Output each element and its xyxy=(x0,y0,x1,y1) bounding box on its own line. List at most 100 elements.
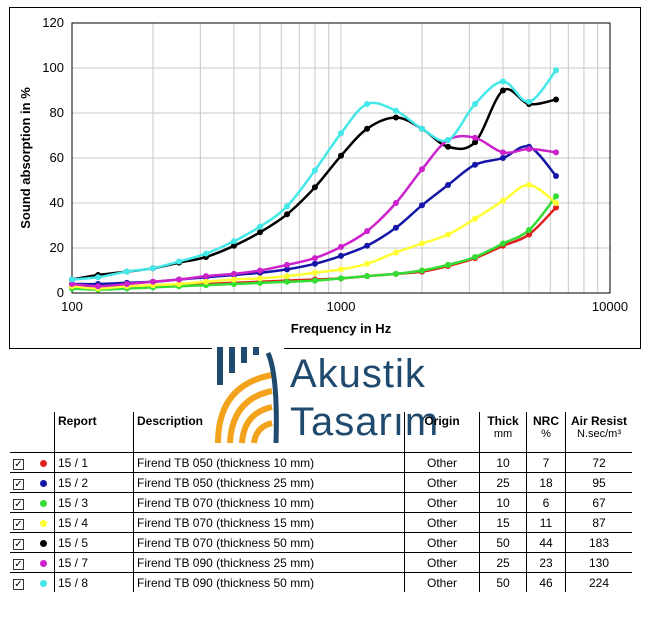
table-row: ✓ 15 / 1 Firend TB 050 (thickness 10 mm) Ot… xyxy=(10,452,632,473)
row-checkbox[interactable]: ✓ xyxy=(13,458,24,470)
air-resist-cell: 95 xyxy=(565,472,632,493)
table-header-row: Report Description Origin Thick mm NRC% A… xyxy=(10,412,632,453)
data-point xyxy=(311,269,318,276)
nrc-cell: 23 xyxy=(526,552,566,573)
series-color-swatch xyxy=(39,579,47,587)
data-point xyxy=(418,267,425,274)
report-cell: 15 / 3 xyxy=(54,492,134,513)
air-resist-cell: 72 xyxy=(565,452,632,473)
nrc-cell: 6 xyxy=(526,492,566,513)
thick-cell: 25 xyxy=(479,552,527,573)
header-description: Description xyxy=(133,412,405,453)
data-point xyxy=(445,137,452,143)
data-point xyxy=(95,274,102,281)
data-point xyxy=(338,243,344,250)
data-point xyxy=(311,255,318,262)
chart-frame: 0 20 40 60 80 100 120 100 1000 10000 Frequency in… xyxy=(9,7,641,349)
data-point xyxy=(257,279,264,286)
checkbox-cell[interactable]: ✓ xyxy=(10,532,32,553)
table-row: ✓ 15 / 5 Firend TB 070 (thickness 50 mm) Ot… xyxy=(10,532,632,553)
data-point xyxy=(338,130,344,137)
checkbox-cell[interactable]: ✓ xyxy=(10,452,32,473)
data-point xyxy=(364,101,371,107)
description-cell: Firend TB 090 (thickness 25 mm) xyxy=(133,552,405,573)
origin-cell: Other xyxy=(404,472,480,493)
data-point xyxy=(526,98,533,105)
header-air-unit: N.sec/m³ xyxy=(577,428,621,440)
data-point xyxy=(499,240,506,247)
data-point xyxy=(364,228,371,235)
checkbox-cell[interactable]: ✓ xyxy=(10,512,32,533)
data-point xyxy=(392,249,399,256)
nrc-cell: 18 xyxy=(526,472,566,493)
data-point xyxy=(445,231,452,238)
row-checkbox[interactable]: ✓ xyxy=(13,578,24,590)
report-cell: 15 / 1 xyxy=(54,452,134,473)
data-point xyxy=(284,273,291,280)
data-point xyxy=(338,275,344,282)
data-point xyxy=(176,258,183,265)
x-tick-label: 100 xyxy=(61,299,83,314)
x-tick-label: 1000 xyxy=(327,299,356,314)
data-point xyxy=(257,275,264,282)
checkbox-cell[interactable]: ✓ xyxy=(10,552,32,573)
data-point xyxy=(203,250,210,257)
header-origin-label: Origin xyxy=(424,414,460,428)
data-point xyxy=(472,139,479,146)
data-point xyxy=(445,261,452,268)
data-point xyxy=(526,231,533,238)
checkbox-cell[interactable]: ✓ xyxy=(10,572,32,592)
checkbox-cell[interactable]: ✓ xyxy=(10,492,32,513)
table-row: ✓ 15 / 7 Firend TB 090 (thickness 25 mm) Ot… xyxy=(10,552,632,573)
x-axis-title: Frequency in Hz xyxy=(291,321,392,336)
air-resist-cell: 224 xyxy=(565,572,632,592)
header-color-col xyxy=(32,412,55,453)
table-row: ✓ 15 / 8 Firend TB 090 (thickness 50 mm) Ot… xyxy=(10,572,632,592)
row-checkbox[interactable]: ✓ xyxy=(13,498,24,510)
description-cell: Firend TB 070 (thickness 50 mm) xyxy=(133,532,405,553)
x-tick-label: 10000 xyxy=(592,299,628,314)
data-point xyxy=(311,277,318,284)
data-point xyxy=(69,281,75,287)
thick-cell: 15 xyxy=(479,512,527,533)
data-point xyxy=(526,182,533,188)
data-point xyxy=(69,276,75,283)
series-2 xyxy=(69,143,560,287)
origin-cell: Other xyxy=(404,452,480,473)
report-cell: 15 / 5 xyxy=(54,532,134,553)
data-point xyxy=(418,202,425,209)
swatch-cell xyxy=(32,512,55,533)
data-point xyxy=(472,134,479,141)
data-point xyxy=(284,211,291,218)
row-checkbox[interactable]: ✓ xyxy=(13,518,24,530)
swatch-cell xyxy=(32,532,55,553)
data-point xyxy=(338,252,344,259)
data-point xyxy=(364,273,371,280)
origin-cell: Other xyxy=(404,572,480,592)
materials-table: Report Description Origin Thick mm NRC% A… xyxy=(10,412,632,592)
thick-cell: 25 xyxy=(479,472,527,493)
checkbox-cell[interactable]: ✓ xyxy=(10,472,32,493)
description-cell: Firend TB 050 (thickness 25 mm) xyxy=(133,472,405,493)
row-checkbox[interactable]: ✓ xyxy=(13,538,24,550)
row-checkbox[interactable]: ✓ xyxy=(13,478,24,490)
data-point xyxy=(499,87,506,94)
row-checkbox[interactable]: ✓ xyxy=(13,558,24,570)
data-point xyxy=(364,125,371,132)
data-point xyxy=(338,152,344,159)
swatch-cell xyxy=(32,492,55,513)
swatch-cell xyxy=(32,572,55,592)
data-point xyxy=(123,281,130,287)
air-resist-cell: 130 xyxy=(565,552,632,573)
data-point xyxy=(95,283,102,290)
data-point xyxy=(149,278,156,285)
swatch-cell xyxy=(32,472,55,493)
y-tick-label: 120 xyxy=(42,15,64,30)
y-tick-label: 100 xyxy=(42,60,64,75)
series-color-swatch xyxy=(39,539,47,547)
data-point xyxy=(284,261,291,268)
header-thick: Thick mm xyxy=(479,412,527,453)
description-cell: Firend TB 050 (thickness 10 mm) xyxy=(133,452,405,473)
header-origin: Origin xyxy=(404,412,480,453)
series-line xyxy=(71,87,557,281)
